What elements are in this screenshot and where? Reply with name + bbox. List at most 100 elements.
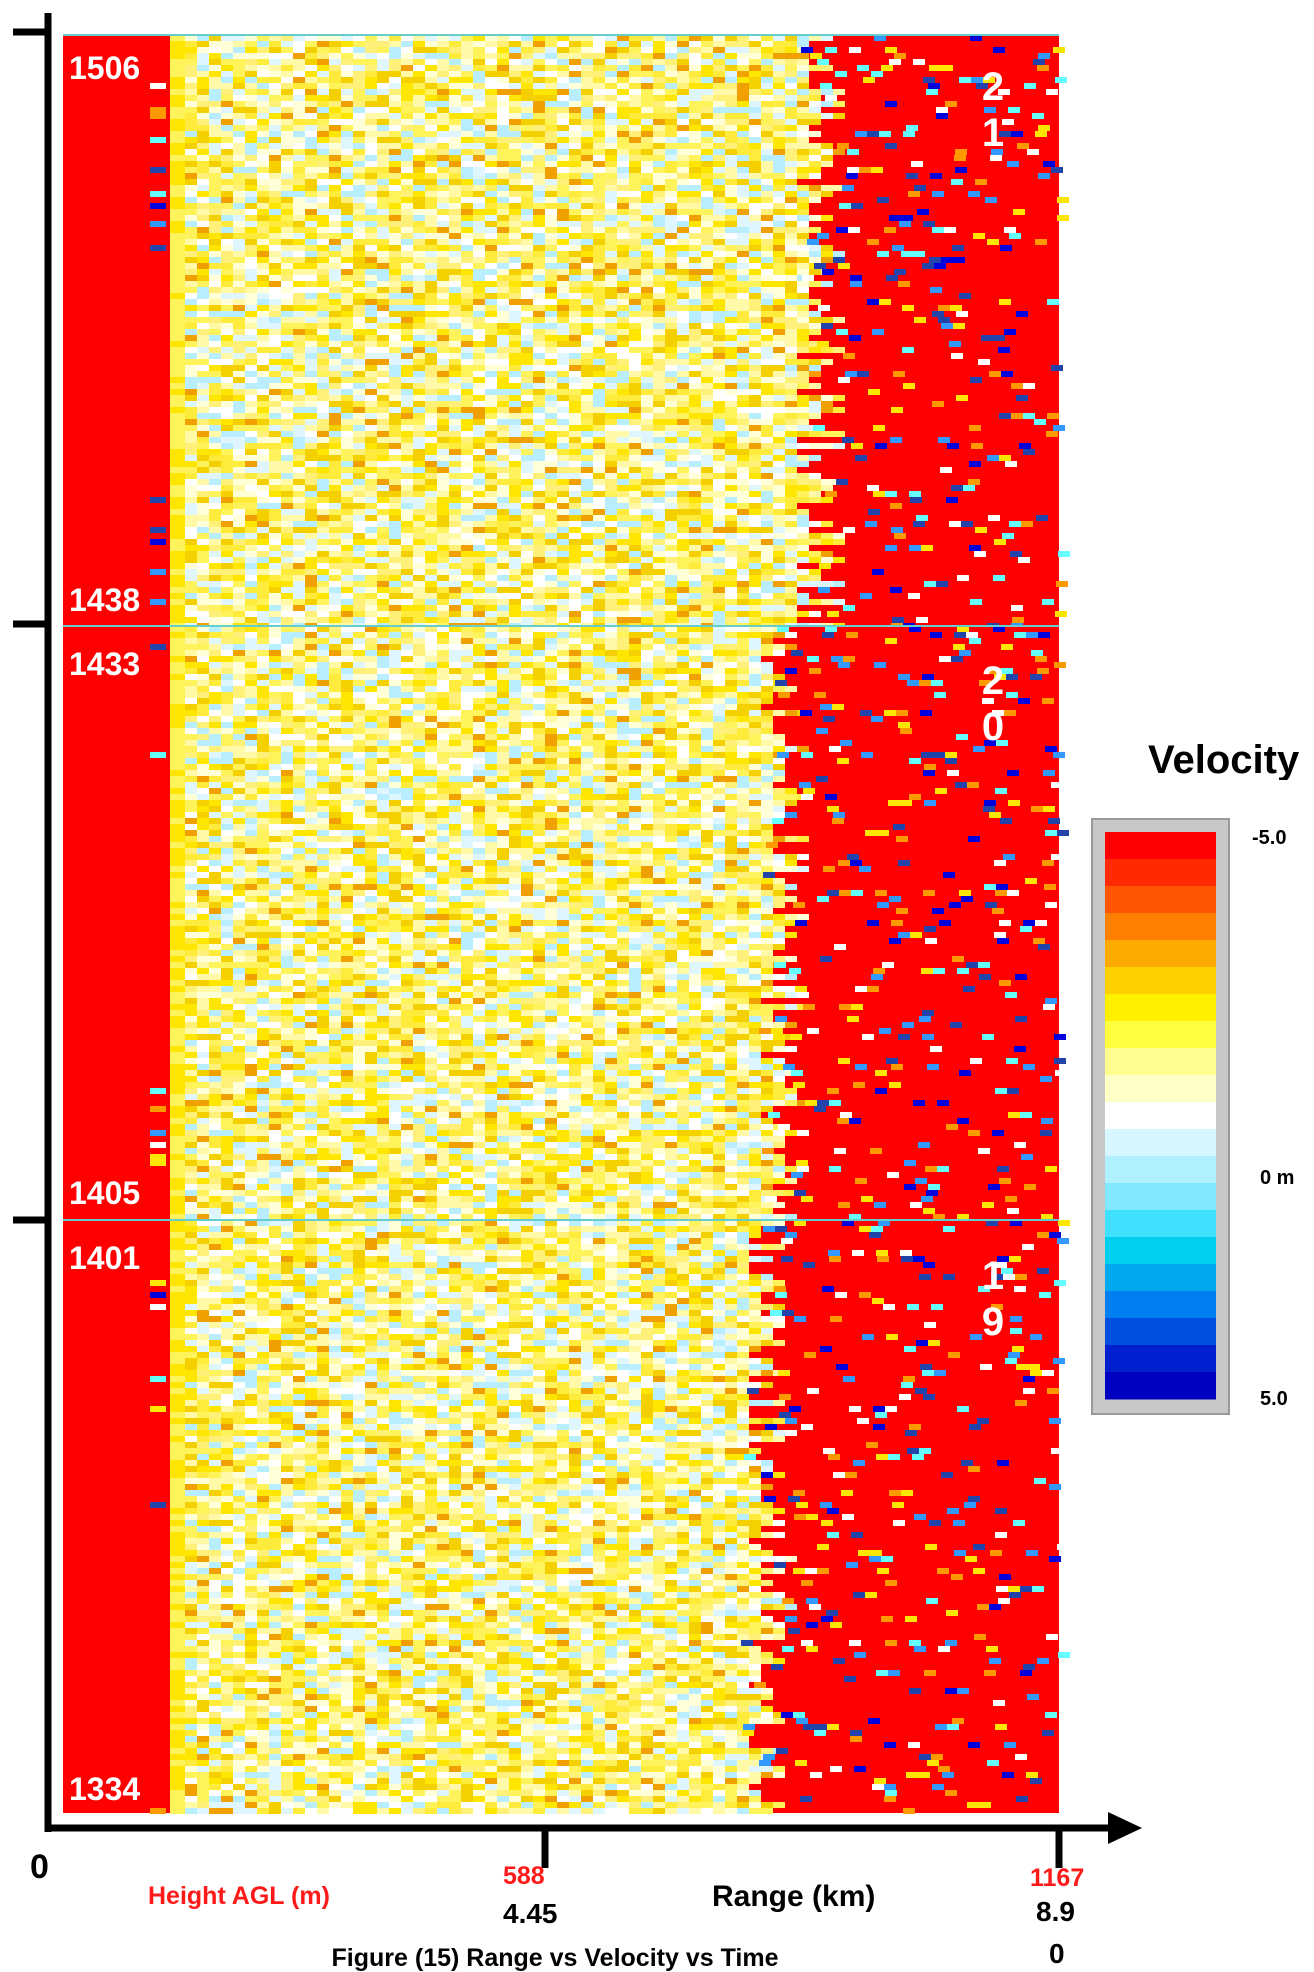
cell: [221, 155, 233, 161]
cell: [437, 239, 449, 245]
cell: [485, 41, 497, 47]
cell: [329, 137, 341, 143]
cell: [785, 125, 797, 131]
cell: [665, 131, 677, 137]
cell: [221, 107, 233, 113]
speckle: [968, 191, 980, 197]
cell: [665, 95, 677, 101]
cell: [221, 77, 233, 83]
cell: [809, 257, 821, 263]
cell: [497, 197, 509, 203]
cell: [689, 161, 701, 167]
cell: [293, 89, 305, 95]
cell: [605, 59, 617, 65]
cell: [197, 227, 209, 233]
cell: [521, 77, 533, 83]
cell: [665, 161, 677, 167]
cell: [569, 251, 581, 257]
cell: [473, 131, 485, 137]
cell: [785, 257, 797, 263]
cell: [509, 167, 521, 173]
cell: [413, 41, 425, 47]
cell: [629, 209, 641, 215]
cell: [329, 119, 341, 125]
cell: [569, 71, 581, 77]
cell: [701, 119, 713, 125]
cell: [545, 155, 557, 161]
cell: [509, 95, 521, 101]
cell: [713, 227, 725, 233]
cell: [545, 257, 557, 263]
cell: [485, 119, 497, 125]
cell: [257, 83, 269, 89]
cell: [689, 89, 701, 95]
cell: [305, 233, 317, 239]
cell: [341, 53, 353, 59]
cell: [317, 173, 329, 179]
cell: [797, 53, 809, 59]
cell: [653, 161, 665, 167]
cell: [317, 197, 329, 203]
cell: [389, 119, 401, 125]
cell: [641, 119, 653, 125]
cell: [545, 161, 557, 167]
cell: [281, 107, 293, 113]
cell: [329, 107, 341, 113]
cell: [509, 89, 521, 95]
cell: [449, 227, 461, 233]
cell: [257, 251, 269, 257]
cell: [485, 59, 497, 65]
cell: [725, 227, 737, 233]
cell: [449, 161, 461, 167]
cell: [377, 245, 389, 251]
cell: [341, 71, 353, 77]
cell: [713, 185, 725, 191]
cell: [389, 191, 401, 197]
cell: [557, 257, 569, 263]
cell: [605, 71, 617, 77]
cell: [389, 245, 401, 251]
cell: [725, 41, 737, 47]
cell: [365, 89, 377, 95]
cell: [377, 263, 389, 269]
cell: [629, 257, 641, 263]
cell: [617, 233, 629, 239]
cell: [197, 257, 209, 263]
cell: [737, 149, 749, 155]
cell: [641, 155, 653, 161]
cell: [353, 65, 365, 71]
cell: [809, 185, 821, 191]
cell: [413, 125, 425, 131]
speckle: [885, 143, 897, 149]
cell: [617, 47, 629, 53]
cell: [569, 125, 581, 131]
cell: [425, 137, 437, 143]
cell: [665, 197, 677, 203]
cell: [629, 221, 641, 227]
cell: [365, 239, 377, 245]
cell: [617, 161, 629, 167]
cell: [617, 59, 629, 65]
cell: [353, 173, 365, 179]
cell: [797, 257, 809, 263]
cell: [425, 227, 437, 233]
cell: [473, 197, 485, 203]
cell: [245, 113, 257, 119]
cell: [353, 203, 365, 209]
speckle: [1008, 107, 1020, 113]
cell: [413, 215, 425, 221]
cell: [497, 209, 509, 215]
cell: [545, 137, 557, 143]
cell: [725, 233, 737, 239]
cell: [785, 221, 797, 227]
cell: [797, 41, 809, 47]
cell: [233, 257, 245, 263]
cell: [365, 161, 377, 167]
cell: [785, 179, 797, 185]
cell: [401, 47, 413, 53]
cell: [209, 227, 221, 233]
cell: [809, 155, 821, 161]
cell: [437, 215, 449, 221]
cell: [629, 41, 641, 47]
cell: [557, 269, 569, 275]
